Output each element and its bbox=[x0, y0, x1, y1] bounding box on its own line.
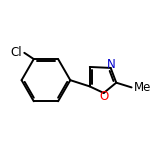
Text: Cl: Cl bbox=[11, 46, 22, 59]
Text: O: O bbox=[100, 90, 109, 103]
Text: Me: Me bbox=[134, 81, 151, 94]
Text: N: N bbox=[107, 57, 116, 71]
